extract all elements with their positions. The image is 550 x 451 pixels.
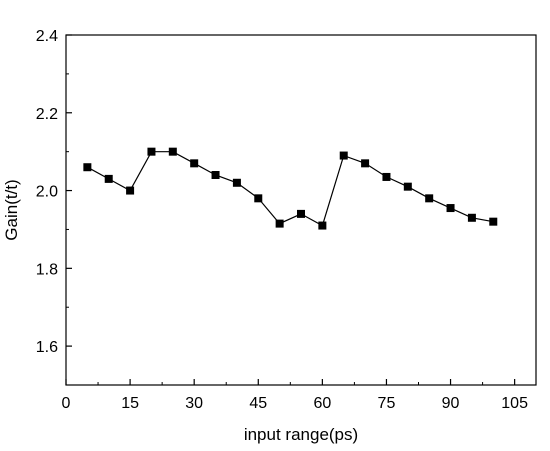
x-ticks: 0 15 30 45 60 75 90 105 [62,379,528,412]
data-point [361,159,370,168]
y-tick-label: 1.8 [36,261,58,278]
data-point [168,147,177,156]
data-point [339,151,348,160]
data-point [446,204,455,213]
data-point [211,171,220,179]
x-tick-label: 45 [249,395,267,412]
data-point [147,147,156,156]
data-point [467,213,476,222]
y-axis-title: Gain(t/t) [2,179,21,240]
x-axis-title: input range(ps) [244,425,358,444]
data-point [489,217,498,226]
data-point [425,194,434,203]
data-point [403,182,412,191]
data-point [297,209,305,218]
data-point [126,186,135,195]
data-point [104,174,113,183]
data-point [382,172,391,181]
data-markers [83,147,498,230]
data-point [254,194,263,203]
x-tick-label: 0 [62,395,71,412]
series-line [87,151,494,227]
x-tick-label: 60 [313,395,331,412]
x-tick-label: 75 [378,395,396,412]
data-point [83,163,92,172]
data-point [275,219,284,228]
y-tick-label: 2.0 [36,184,58,201]
plot-frame [65,34,537,386]
data-point [318,221,327,230]
y-tick-label: 2.2 [36,106,58,123]
data-point [190,159,199,168]
x-tick-label: 105 [501,395,528,412]
x-tick-label: 90 [442,395,460,412]
x-tick-label: 15 [121,395,139,412]
y-ticks: 1.6 1.8 2.0 2.2 2.4 [36,28,72,356]
x-tick-label: 30 [185,395,203,412]
y-tick-label: 2.4 [36,28,58,45]
data-point [232,178,241,187]
y-tick-label: 1.6 [36,339,58,356]
